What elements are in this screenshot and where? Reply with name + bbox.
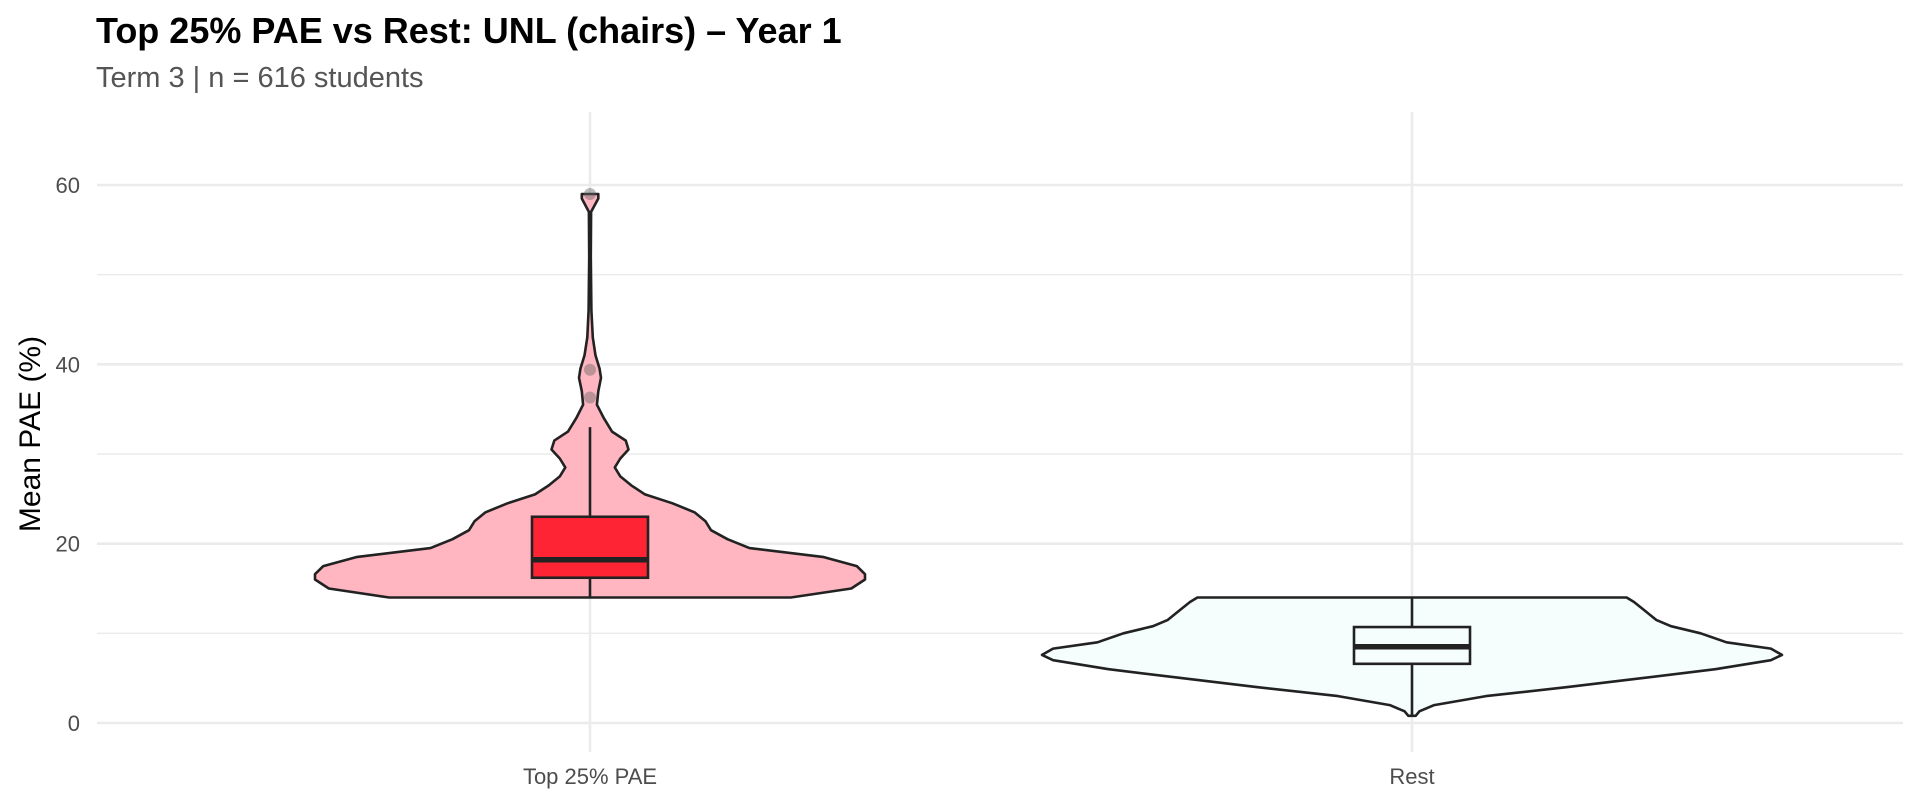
outlier-point bbox=[584, 391, 596, 404]
y-axis-label: Mean PAE (%) bbox=[14, 336, 47, 532]
y-tick-label: 0 bbox=[68, 711, 80, 736]
y-tick-label: 60 bbox=[56, 173, 80, 198]
box-iqr bbox=[530, 515, 650, 580]
violin-group-1 bbox=[1040, 596, 1784, 718]
violin-shape bbox=[313, 192, 867, 599]
x-tick-label: Rest bbox=[1389, 764, 1434, 789]
x-axis-ticks: Top 25% PAE Rest bbox=[523, 764, 1435, 789]
violin-group-0 bbox=[313, 187, 867, 599]
outlier-point bbox=[584, 363, 596, 376]
outlier-point bbox=[584, 187, 596, 200]
y-tick-label: 20 bbox=[56, 532, 80, 557]
x-tick-label: Top 25% PAE bbox=[523, 764, 657, 789]
chart-title: Top 25% PAE vs Rest: UNL (chairs) – Year… bbox=[96, 10, 842, 51]
y-axis-ticks: 0 20 40 60 bbox=[56, 173, 80, 736]
violins bbox=[313, 187, 1784, 718]
y-tick-label: 40 bbox=[56, 352, 80, 377]
chart-subtitle: Term 3 | n = 616 students bbox=[96, 62, 424, 94]
